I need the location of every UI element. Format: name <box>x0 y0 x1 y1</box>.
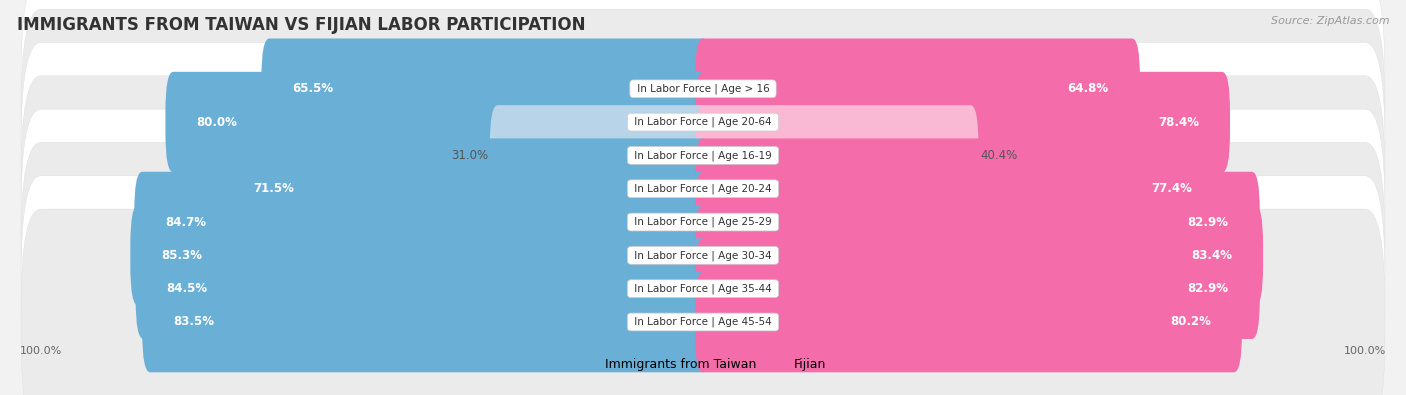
Text: 80.2%: 80.2% <box>1170 316 1211 329</box>
Text: 84.5%: 84.5% <box>167 282 208 295</box>
Text: In Labor Force | Age 30-34: In Labor Force | Age 30-34 <box>631 250 775 261</box>
Text: 71.5%: 71.5% <box>253 182 294 195</box>
Text: 31.0%: 31.0% <box>451 149 488 162</box>
FancyBboxPatch shape <box>166 72 711 173</box>
FancyBboxPatch shape <box>21 0 1385 202</box>
FancyBboxPatch shape <box>695 238 1260 339</box>
Text: 82.9%: 82.9% <box>1188 216 1229 229</box>
Text: 83.4%: 83.4% <box>1191 249 1232 262</box>
FancyBboxPatch shape <box>262 38 711 139</box>
FancyBboxPatch shape <box>695 272 1241 372</box>
FancyBboxPatch shape <box>695 172 1260 273</box>
Text: In Labor Force | Age 20-24: In Labor Force | Age 20-24 <box>631 184 775 194</box>
FancyBboxPatch shape <box>142 272 711 372</box>
FancyBboxPatch shape <box>21 176 1385 395</box>
Text: 64.8%: 64.8% <box>1067 82 1109 95</box>
FancyBboxPatch shape <box>695 72 1230 173</box>
Text: 83.5%: 83.5% <box>173 316 214 329</box>
Text: In Labor Force | Age 45-54: In Labor Force | Age 45-54 <box>631 317 775 327</box>
FancyBboxPatch shape <box>695 38 1140 139</box>
Text: 40.4%: 40.4% <box>980 149 1018 162</box>
FancyBboxPatch shape <box>131 205 711 306</box>
FancyBboxPatch shape <box>489 105 711 206</box>
FancyBboxPatch shape <box>135 172 711 273</box>
Text: 65.5%: 65.5% <box>292 82 333 95</box>
Text: 82.9%: 82.9% <box>1188 282 1229 295</box>
FancyBboxPatch shape <box>21 76 1385 302</box>
Text: In Labor Force | Age > 16: In Labor Force | Age > 16 <box>634 84 772 94</box>
Text: IMMIGRANTS FROM TAIWAN VS FIJIAN LABOR PARTICIPATION: IMMIGRANTS FROM TAIWAN VS FIJIAN LABOR P… <box>17 16 585 34</box>
Text: 80.0%: 80.0% <box>197 116 238 129</box>
FancyBboxPatch shape <box>695 138 1223 239</box>
FancyBboxPatch shape <box>21 109 1385 335</box>
Text: 78.4%: 78.4% <box>1159 116 1199 129</box>
FancyBboxPatch shape <box>135 238 711 339</box>
Text: In Labor Force | Age 20-64: In Labor Force | Age 20-64 <box>631 117 775 127</box>
FancyBboxPatch shape <box>21 43 1385 268</box>
Text: 77.4%: 77.4% <box>1152 182 1192 195</box>
FancyBboxPatch shape <box>695 205 1263 306</box>
Text: Source: ZipAtlas.com: Source: ZipAtlas.com <box>1271 16 1389 26</box>
FancyBboxPatch shape <box>21 9 1385 235</box>
FancyBboxPatch shape <box>695 105 979 206</box>
Text: In Labor Force | Age 25-29: In Labor Force | Age 25-29 <box>631 217 775 227</box>
Text: In Labor Force | Age 35-44: In Labor Force | Age 35-44 <box>631 284 775 294</box>
FancyBboxPatch shape <box>222 138 711 239</box>
Text: 84.7%: 84.7% <box>166 216 207 229</box>
Text: 85.3%: 85.3% <box>162 249 202 262</box>
Text: In Labor Force | Age 16-19: In Labor Force | Age 16-19 <box>631 150 775 161</box>
FancyBboxPatch shape <box>21 209 1385 395</box>
FancyBboxPatch shape <box>21 143 1385 368</box>
Legend: Immigrants from Taiwan, Fijian: Immigrants from Taiwan, Fijian <box>575 353 831 376</box>
